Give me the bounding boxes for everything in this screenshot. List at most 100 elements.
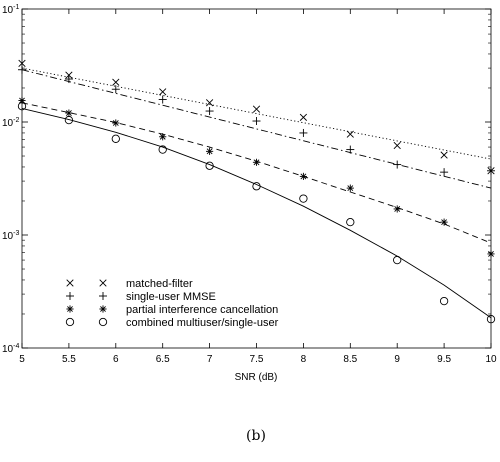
data-point-3-2: [65, 109, 73, 117]
data-point-1-10: [440, 151, 448, 159]
data-point-3-5: [206, 147, 214, 155]
plot-area-frame: [21, 8, 492, 349]
data-point-3-4: [159, 133, 167, 141]
data-point-1-3: [112, 78, 120, 86]
marker-stroke: [159, 133, 166, 140]
markers-layer: [17, 59, 496, 324]
x-tick-label: 10: [485, 354, 497, 365]
series-line-2: [21, 69, 492, 189]
marker-stroke: [65, 317, 75, 327]
series-line-1: [21, 67, 492, 160]
data-point-3-7: [299, 172, 307, 181]
x-tick-label: 5: [19, 354, 25, 365]
marker-stroke: [252, 105, 261, 113]
marker-stroke: [112, 120, 119, 126]
legend-label: single-user MMSE: [126, 291, 216, 303]
y-tick-label: 10-2: [2, 117, 19, 129]
marker-stroke: [252, 182, 261, 191]
marker-stroke: [393, 255, 402, 265]
legend-marker: [65, 317, 75, 327]
x-tick-label: 5.5: [62, 354, 76, 365]
marker-stroke: [158, 145, 167, 154]
marker-stroke: [100, 306, 106, 312]
marker-stroke: [394, 206, 401, 212]
data-point-4-3: [111, 134, 120, 143]
marker-stroke: [98, 317, 108, 327]
marker-stroke: [346, 130, 354, 138]
data-point-3-10: [440, 218, 448, 226]
data-point-4-7: [299, 194, 308, 203]
marker-stroke: [206, 148, 213, 155]
curves-layer: [21, 67, 492, 319]
legend-label: combined multiuser/single-user: [126, 317, 279, 329]
x-axis-label: SNR (dB): [235, 372, 278, 383]
x-tick-label: 6: [113, 354, 119, 365]
x-tick-label: 9.5: [437, 354, 451, 365]
marker-stroke: [159, 88, 167, 96]
data-point-3-6: [252, 158, 261, 166]
data-point-4-6: [252, 182, 261, 191]
legend-label: matched-filter: [126, 278, 193, 290]
data-point-1-5: [205, 99, 214, 107]
marker-stroke: [112, 78, 120, 86]
y-tick-label: 10-4: [2, 343, 19, 355]
x-tick-label: 6.5: [156, 354, 170, 365]
marker-stroke: [99, 279, 107, 287]
marker-stroke: [111, 134, 120, 143]
series-line-4: [21, 107, 492, 319]
x-tick-label: 7.5: [250, 354, 264, 365]
data-point-3-9: [393, 205, 401, 213]
marker-stroke: [347, 185, 354, 192]
marker-stroke: [299, 113, 308, 121]
marker-stroke: [300, 173, 307, 180]
x-tick-label: 8.5: [343, 354, 357, 365]
marker-stroke: [441, 219, 448, 226]
marker-stroke: [393, 141, 401, 150]
data-point-2-7: [299, 128, 308, 137]
data-point-1-9: [393, 141, 401, 150]
figure-caption: (b): [246, 428, 266, 444]
legend-marker: [98, 317, 108, 327]
data-point-2-8: [346, 145, 355, 154]
data-point-3-8: [346, 184, 354, 192]
data-point-2-6: [252, 117, 261, 126]
data-point-4-5: [205, 161, 214, 170]
marker-stroke: [440, 151, 448, 159]
data-point-2-5: [205, 107, 214, 116]
legend-marker: [99, 305, 107, 313]
data-point-2-9: [393, 160, 402, 169]
data-point-3-3: [112, 119, 120, 127]
data-point-2-3: [111, 85, 120, 94]
data-point-4-2: [64, 115, 74, 125]
data-point-2-4: [158, 95, 167, 104]
marker-stroke: [346, 217, 355, 227]
data-point-1-7: [299, 113, 308, 121]
marker-stroke: [299, 194, 308, 203]
legend-marker: [99, 279, 107, 287]
data-point-1-4: [159, 88, 167, 96]
marker-stroke: [253, 159, 260, 166]
data-point-2-10: [440, 168, 449, 177]
marker-stroke: [66, 279, 74, 287]
data-point-4-10: [439, 296, 449, 306]
data-point-4-4: [158, 145, 167, 154]
marker-stroke: [205, 161, 214, 170]
data-point-2-2: [64, 75, 73, 84]
data-point-4-8: [346, 217, 355, 227]
x-tick-label: 8: [301, 354, 307, 365]
legend-marker: [66, 305, 74, 313]
y-tick-label: 10-3: [2, 230, 19, 242]
legend-marker: [66, 292, 74, 300]
marker-stroke: [439, 296, 449, 306]
axis-ticks: 5 5.5 6 6.5 7 7.5 8 8.5 9 9.5 10 10-1 10-2 10-3 10-4: [2, 4, 497, 365]
legend-label: partial interference cancellation: [126, 304, 278, 316]
x-tick-label: 9: [394, 354, 400, 365]
y-tick-label: 10-1: [2, 4, 19, 16]
data-point-1-6: [252, 105, 261, 113]
legend-marker: [99, 292, 107, 300]
marker-stroke: [67, 306, 73, 312]
legend-marker: [66, 279, 74, 287]
data-point-1-8: [346, 130, 354, 138]
